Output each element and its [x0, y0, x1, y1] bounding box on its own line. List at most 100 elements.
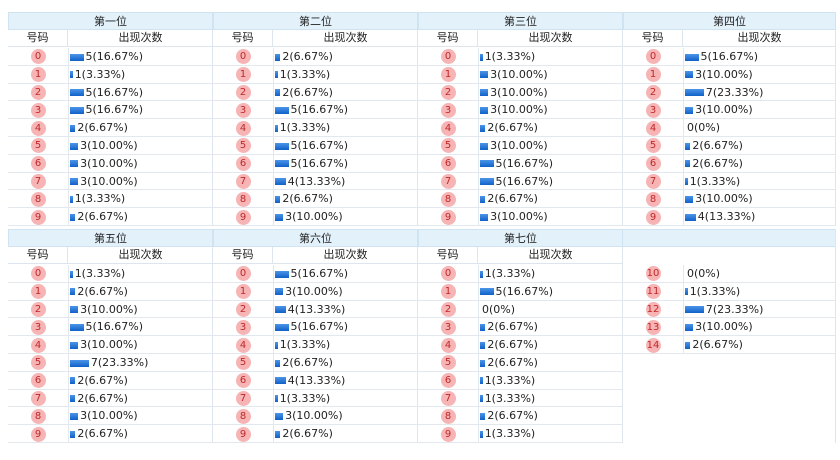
- number-ball: 14: [645, 337, 661, 353]
- row: [213, 318, 418, 337]
- row: [418, 265, 623, 283]
- count-label: 3(10.00%): [80, 409, 138, 423]
- row-divider: [273, 371, 274, 390]
- row: [418, 101, 623, 120]
- count-label: 1(3.33%): [74, 192, 126, 206]
- count-bar: [480, 395, 483, 403]
- header-count: 出现次数: [68, 247, 213, 264]
- row: [213, 354, 418, 372]
- count-label: 1(3.33%): [484, 267, 536, 280]
- count-bar: [70, 270, 73, 278]
- row-divider: [273, 282, 274, 301]
- count-label: 1(3.33%): [279, 121, 331, 135]
- row-divider: [478, 389, 479, 408]
- row: [8, 283, 213, 301]
- number-ball: 6: [235, 373, 251, 389]
- count-label: 2(6.67%): [487, 320, 538, 334]
- count-bar: [70, 124, 76, 132]
- count-bar: [275, 341, 278, 349]
- count-label: 3(10.00%): [80, 338, 138, 352]
- count-bar: [480, 142, 489, 150]
- row-divider: [273, 300, 274, 319]
- number-ball: 1: [235, 67, 251, 83]
- count-bar: [480, 89, 489, 97]
- count-label: 5(16.67%): [85, 103, 144, 117]
- row-divider: [478, 154, 479, 173]
- count-label: 2(6.67%): [282, 192, 333, 206]
- number-ball: 5: [235, 355, 251, 371]
- count-bar: [70, 53, 84, 61]
- row-divider: [478, 48, 479, 66]
- row: [623, 155, 836, 173]
- count-bar: [275, 53, 281, 61]
- number-ball: 5: [645, 138, 661, 154]
- count-bar: [70, 412, 79, 420]
- number-ball: 4: [30, 120, 46, 136]
- count-bar: [275, 124, 278, 132]
- number-ball: 8: [30, 408, 46, 424]
- row: [418, 48, 623, 66]
- count-label: 5(16.67%): [85, 50, 144, 63]
- row: [623, 283, 836, 301]
- number-ball: 5: [235, 138, 251, 154]
- number-ball: 2: [440, 302, 456, 317]
- row: [8, 318, 213, 337]
- count-bar: [685, 178, 688, 186]
- count-label: 3(10.00%): [695, 320, 753, 334]
- row-divider: [68, 371, 69, 390]
- row-divider: [273, 407, 274, 426]
- count-label: 4(13.33%): [287, 174, 346, 188]
- panel-title: 第四位: [623, 12, 836, 30]
- row-divider: [68, 83, 69, 102]
- count-bar: [480, 106, 489, 114]
- number-ball: 9: [30, 426, 46, 442]
- number-ball: 10: [645, 266, 661, 282]
- number-ball: 0: [235, 266, 251, 282]
- row-divider: [478, 119, 479, 137]
- count-label: 1(3.33%): [74, 267, 126, 280]
- row-divider: [478, 336, 479, 354]
- header-count: 出现次数: [478, 247, 623, 264]
- count-bar: [480, 323, 486, 331]
- row: [623, 48, 836, 66]
- count-label: 0(0%): [687, 267, 721, 280]
- number-ball: 8: [235, 191, 251, 207]
- count-label: 3(10.00%): [695, 67, 753, 81]
- row: [8, 190, 213, 209]
- count-label: 3(10.00%): [80, 156, 138, 170]
- row: [8, 84, 213, 102]
- panel-title: 第二位: [213, 12, 418, 30]
- number-ball: 4: [235, 337, 251, 353]
- row: [418, 425, 623, 443]
- row: [623, 101, 836, 120]
- number-ball: 6: [645, 156, 661, 172]
- number-ball: 9: [645, 209, 661, 225]
- number-ball: 7: [30, 174, 46, 189]
- count-bar: [70, 395, 76, 403]
- row: [623, 173, 836, 191]
- count-label: 2(6.67%): [77, 391, 128, 405]
- number-ball: 1: [30, 284, 46, 300]
- count-bar: [70, 71, 73, 79]
- row-divider: [273, 154, 274, 173]
- row: [623, 265, 836, 283]
- count-label: 5(16.67%): [85, 320, 144, 334]
- count-label: 3(10.00%): [490, 85, 548, 99]
- count-label: 7(23.33%): [90, 356, 149, 369]
- count-label: 1(3.33%): [74, 67, 126, 81]
- number-ball: 3: [440, 319, 456, 335]
- row: [418, 407, 623, 426]
- row: [623, 336, 836, 354]
- row-divider: [478, 318, 479, 337]
- row: [623, 208, 836, 226]
- row-divider: [683, 336, 684, 354]
- row: [418, 301, 623, 319]
- row-divider: [478, 371, 479, 390]
- panel-title: 第三位: [418, 12, 623, 30]
- number-ball: 4: [30, 337, 46, 353]
- number-ball: 6: [235, 156, 251, 172]
- row-divider: [68, 101, 69, 120]
- row: [8, 336, 213, 354]
- row-divider: [68, 407, 69, 426]
- number-ball: 2: [235, 85, 251, 100]
